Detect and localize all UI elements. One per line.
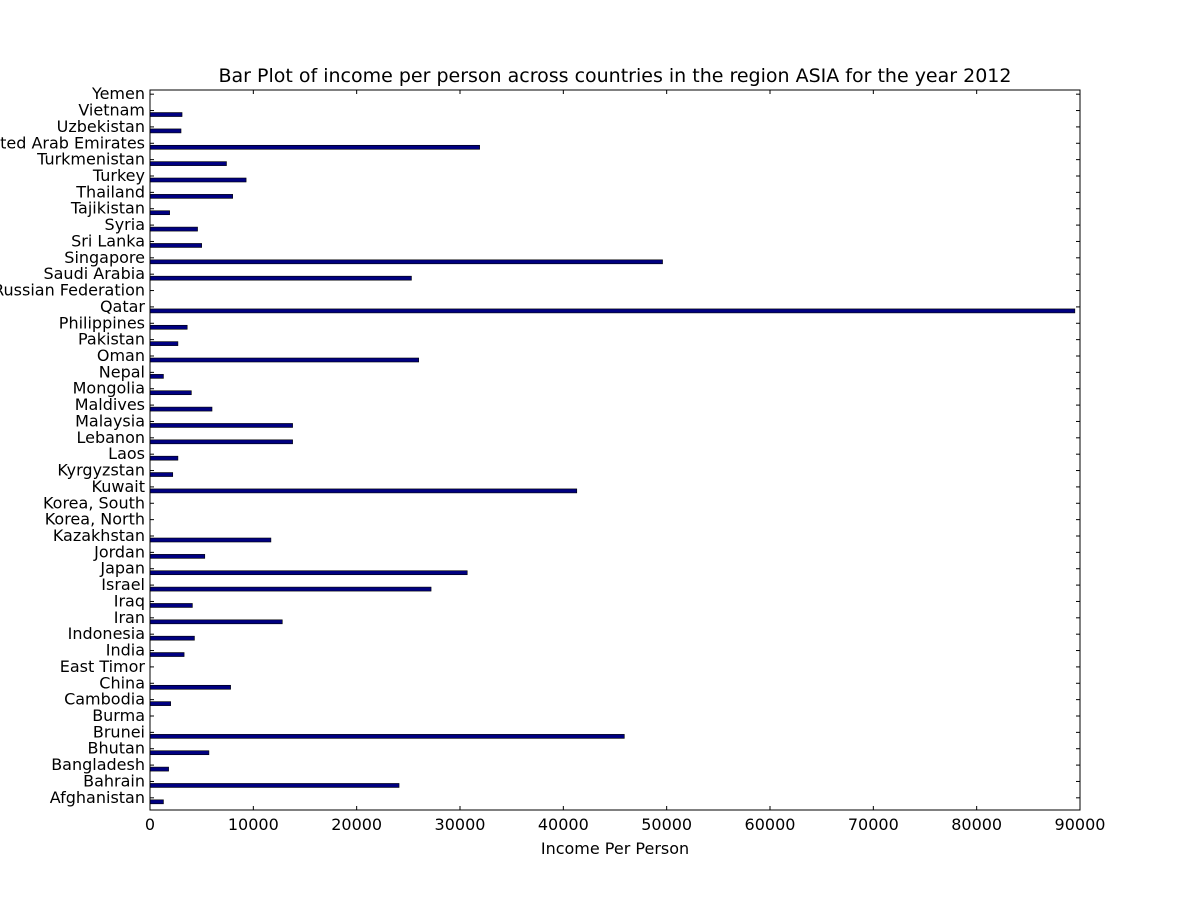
y-tick-label: Qatar — [100, 297, 145, 316]
x-tick-label: 70000 — [848, 815, 899, 834]
y-tick-label: Kazakhstan — [53, 526, 145, 545]
bar — [149, 112, 183, 117]
y-tick-label: Afghanistan — [50, 788, 145, 807]
x-tick-label: 80000 — [951, 815, 1002, 834]
x-tick-label: 90000 — [1055, 815, 1106, 834]
y-tick-label: Singapore — [64, 248, 145, 267]
bar — [149, 243, 202, 248]
bar — [149, 472, 174, 477]
y-tick-label: Burma — [92, 706, 145, 725]
bar — [149, 144, 480, 150]
y-tick-label: Israel — [101, 575, 145, 594]
bar — [149, 275, 412, 281]
y-tick-label: Sri Lanka — [71, 231, 145, 250]
y-tick-label: Jordan — [93, 542, 145, 561]
bar — [149, 701, 171, 706]
y-tick-label: Syria — [105, 215, 145, 234]
y-tick-label: India — [106, 641, 145, 660]
y-tick-label: Kyrgyzstan — [57, 461, 145, 480]
x-tick-label: 0 — [145, 815, 155, 834]
y-tick-label: Lebanon — [76, 428, 145, 447]
bar — [149, 652, 185, 657]
bar — [149, 799, 164, 805]
bar — [149, 554, 206, 559]
bar — [149, 455, 179, 461]
bar — [149, 684, 231, 690]
bar — [149, 570, 468, 576]
y-tick-label: Saudi Arabia — [43, 264, 145, 283]
x-tick-label: 30000 — [435, 815, 486, 834]
x-tick-label: 40000 — [538, 815, 589, 834]
y-tick-label: Turkmenistan — [36, 150, 145, 169]
y-tick-label: East Timor — [60, 657, 146, 676]
x-axis-label: Income Per Person — [541, 839, 689, 858]
y-tick-label: United Arab Emirates — [0, 133, 145, 152]
y-tick-label: Philippines — [59, 313, 145, 332]
x-tick-label: 20000 — [331, 815, 382, 834]
bar — [149, 603, 193, 608]
y-tick-label: Iran — [114, 608, 145, 627]
bar — [149, 128, 182, 134]
y-tick-label: Uzbekistan — [57, 117, 145, 136]
y-tick-label: Brunei — [93, 722, 145, 741]
y-tick-label: Vietnam — [78, 101, 145, 120]
bar — [149, 619, 283, 625]
plot-frame — [149, 89, 1081, 811]
bar — [149, 439, 293, 445]
y-tick-label: Korea, South — [43, 493, 145, 512]
y-tick-label: Laos — [108, 444, 145, 463]
bar — [149, 537, 272, 543]
bar — [149, 374, 164, 379]
bar — [149, 259, 663, 265]
bar — [149, 783, 400, 788]
y-tick-label: Tajikistan — [70, 199, 145, 218]
y-tick-label: China — [99, 673, 145, 692]
y-tick-label: Thailand — [75, 182, 145, 201]
x-tick-label: 10000 — [228, 815, 279, 834]
bar — [149, 308, 1076, 314]
y-tick-label: Turkey — [92, 166, 145, 185]
y-tick-label: Pakistan — [78, 330, 145, 349]
y-tick-label: Russian Federation — [0, 281, 145, 300]
bar — [149, 161, 227, 166]
bar — [149, 226, 198, 232]
y-tick-label: Malaysia — [75, 411, 145, 430]
bar — [149, 390, 192, 396]
bar — [149, 750, 210, 756]
y-tick-label: Yemen — [91, 84, 145, 103]
y-tick-label: Korea, North — [45, 510, 145, 529]
y-tick-label: Iraq — [114, 591, 145, 610]
bar — [149, 210, 170, 216]
y-tick-label: Nepal — [99, 362, 145, 381]
bar — [149, 324, 188, 330]
bar — [149, 341, 179, 346]
bar — [149, 194, 233, 199]
y-tick-label: Maldives — [75, 395, 145, 414]
y-tick-label: Bhutan — [88, 739, 145, 758]
y-tick-label: Cambodia — [64, 690, 145, 709]
y-tick-label: Japan — [99, 559, 145, 578]
x-tick-label: 60000 — [745, 815, 796, 834]
y-tick-label: Bangladesh — [51, 755, 145, 774]
y-tick-label: Indonesia — [68, 624, 145, 643]
y-tick-label: Bahrain — [83, 771, 145, 790]
bar — [149, 766, 169, 772]
bar — [149, 406, 213, 412]
bar — [149, 635, 195, 641]
chart-title: Bar Plot of income per person across cou… — [219, 65, 1012, 87]
bar — [149, 488, 578, 494]
bar — [149, 423, 293, 428]
bar — [149, 357, 419, 363]
y-tick-label: Kuwait — [92, 477, 145, 496]
y-tick-label: Oman — [97, 346, 145, 365]
bar — [149, 177, 247, 183]
x-tick-label: 50000 — [641, 815, 692, 834]
y-tick-label: Mongolia — [73, 379, 145, 398]
bar — [149, 586, 432, 592]
bar — [149, 734, 625, 739]
